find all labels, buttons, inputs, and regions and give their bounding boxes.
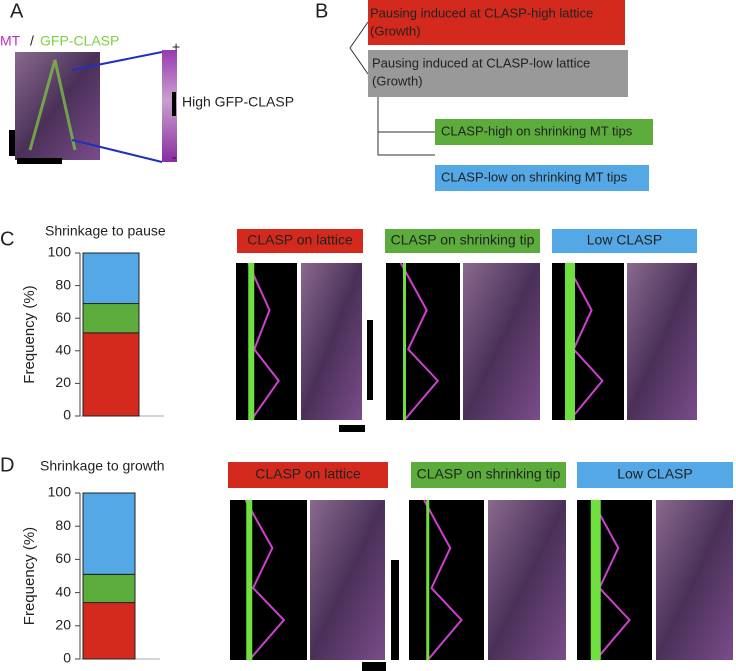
box-text: CLASP-high on shrinking MT tips [441, 123, 633, 138]
header-text: CLASP on lattice [255, 466, 361, 482]
kymograph-trace [552, 263, 624, 420]
kymograph-image [656, 500, 733, 660]
y-tick-label: 20 [55, 617, 71, 633]
y-tick-label: 0 [63, 407, 71, 423]
trace-mt [423, 499, 463, 661]
y-tick-label: 40 [55, 342, 71, 358]
kymograph-image [488, 500, 566, 660]
panel-letter: D [0, 454, 14, 476]
header-box [385, 229, 540, 253]
box-text: Pausing induced at CLASP-high lattice [370, 5, 593, 20]
tree [349, 21, 435, 156]
chart-title: Shrinkage to growth [40, 458, 165, 474]
scale-bar [339, 425, 365, 432]
box [435, 119, 653, 145]
y-axis-label: Frequency (%) [21, 285, 38, 383]
zoom-line [71, 51, 163, 71]
panel-letter: B [315, 0, 328, 22]
scale-bar [391, 560, 399, 660]
bar-segment [82, 602, 136, 660]
kymograph-trace [230, 500, 307, 660]
label-plus: + [172, 39, 180, 55]
header-text: CLASP on shrinking tip [391, 232, 535, 248]
bar-segment [82, 573, 136, 604]
trace-mt [244, 499, 286, 661]
label-high: High GFP-CLASP [182, 94, 294, 110]
header-box [552, 229, 697, 253]
chart-title: Shrinkage to pause [45, 223, 166, 239]
box-text: (Growth) [370, 23, 421, 38]
zoom-line [71, 139, 163, 163]
scale-bar [17, 158, 62, 164]
header-text: Low CLASP [617, 466, 692, 482]
box-text: (Growth) [372, 73, 423, 88]
scale-bar [367, 320, 373, 400]
bar-segment [82, 492, 136, 575]
y-tick-label: 0 [63, 650, 71, 666]
image-detail [28, 59, 77, 151]
scale-bar [362, 662, 386, 671]
panel-letter: C [0, 228, 14, 250]
kymograph-image [301, 263, 362, 420]
header-box [411, 462, 566, 488]
y-tick-label: 80 [55, 517, 71, 533]
panel-letter: A [10, 0, 24, 22]
header-box [228, 462, 388, 488]
bar-segment [82, 303, 140, 334]
kymograph-trace [386, 263, 460, 420]
y-tick-label: 60 [55, 550, 71, 566]
trace-mt [399, 262, 440, 421]
header-text: CLASP on lattice [247, 232, 353, 248]
label-clasp: GFP-CLASP [40, 33, 119, 49]
y-tick-label: 100 [48, 484, 72, 500]
box-text: Pausing induced at CLASP-low lattice [372, 55, 590, 70]
trace-mt [247, 262, 280, 421]
header-box [237, 229, 363, 253]
label-minus: - [172, 149, 177, 165]
bar-segment [82, 332, 140, 417]
kymograph-image [463, 263, 540, 420]
marker [172, 92, 176, 116]
header-text: Low CLASP [587, 232, 662, 248]
box [368, 50, 628, 97]
y-tick-label: 100 [48, 244, 72, 260]
label-mt: MT [0, 33, 21, 49]
y-tick-label: 20 [55, 374, 71, 390]
kymograph-trace [409, 500, 484, 660]
y-tick-label: 40 [55, 583, 71, 599]
kymograph-trace [236, 263, 297, 420]
kymograph-image [627, 263, 697, 420]
label-sep: / [30, 33, 34, 49]
box [435, 165, 649, 191]
y-tick-label: 80 [55, 276, 71, 292]
box [368, 0, 625, 45]
header-box [577, 462, 733, 488]
box-text: CLASP-low on shrinking MT tips [441, 169, 628, 184]
header-text: CLASP on shrinking tip [417, 466, 561, 482]
y-tick-label: 60 [55, 309, 71, 325]
scale-bar [9, 130, 15, 156]
bar-segment [82, 252, 140, 305]
color-bar [162, 50, 177, 162]
y-axis-label: Frequency (%) [21, 527, 38, 625]
kymograph-trace [577, 500, 652, 660]
kymograph-image [310, 500, 385, 660]
